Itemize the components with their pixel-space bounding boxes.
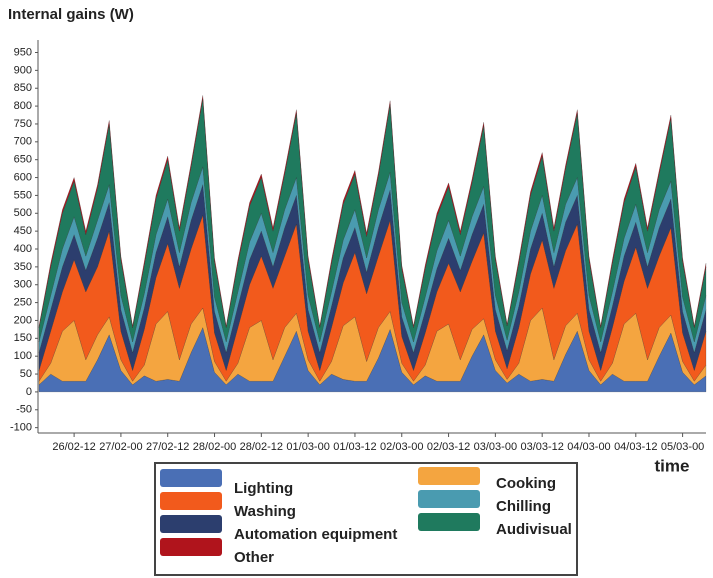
y-tick-label: 850 — [14, 82, 32, 94]
y-tick-label: 50 — [20, 368, 32, 380]
y-tick-label: 700 — [14, 136, 32, 148]
legend-label: Washing — [234, 503, 296, 520]
x-tick-label: 01/03-12 — [333, 441, 376, 453]
x-tick-label: 28/02-12 — [240, 441, 283, 453]
y-tick-label: 100 — [14, 350, 32, 362]
legend-swatch — [418, 513, 480, 531]
x-tick-label: 27/02-12 — [146, 441, 189, 453]
y-tick-label: 950 — [14, 46, 32, 58]
y-tick-label: 450 — [14, 225, 32, 237]
y-tick-label: -50 — [16, 404, 32, 416]
legend-label: Cooking — [496, 475, 556, 492]
legend-label: Audivisual — [496, 521, 572, 538]
legend-swatch — [160, 538, 222, 556]
y-tick-label: -100 — [10, 422, 32, 434]
legend-label: Automation equipment — [234, 526, 397, 543]
x-tick-label: 02/03-00 — [380, 441, 423, 453]
x-tick-label: 04/03-12 — [614, 441, 657, 453]
x-tick-label: 26/02-12 — [52, 441, 95, 453]
legend-box — [154, 462, 578, 576]
x-tick-label: 27/02-00 — [99, 441, 142, 453]
legend-label: Chilling — [496, 498, 551, 515]
y-tick-label: 600 — [14, 171, 32, 183]
legend-label: Lighting — [234, 480, 293, 497]
y-tick-label: 250 — [14, 297, 32, 309]
area — [38, 95, 707, 328]
x-tick-label: 04/03-00 — [567, 441, 610, 453]
y-tick-label: 500 — [14, 207, 32, 219]
legend-swatch — [418, 490, 480, 508]
y-tick-label: 0 — [26, 386, 32, 398]
y-tick-label: 800 — [14, 100, 32, 112]
y-tick-label: 150 — [14, 332, 32, 344]
legend-swatch — [160, 492, 222, 510]
y-tick-label: 750 — [14, 118, 32, 130]
legend-swatch — [160, 515, 222, 533]
x-tick-label: 28/02-00 — [193, 441, 236, 453]
y-tick-label: 550 — [14, 189, 32, 201]
y-tick-label: 650 — [14, 154, 32, 166]
x-tick-label: 01/03-00 — [286, 441, 329, 453]
x-tick-label: 03/03-00 — [474, 441, 517, 453]
y-tick-label: 900 — [14, 64, 32, 76]
legend-label: Other — [234, 549, 274, 566]
legend-swatch — [160, 469, 222, 487]
x-tick-label: 02/03-12 — [427, 441, 470, 453]
legend-swatch — [418, 467, 480, 485]
y-tick-label: 300 — [14, 279, 32, 291]
y-tick-label: 350 — [14, 261, 32, 273]
x-axis-label: time — [655, 456, 690, 475]
x-tick-label: 05/03-00 — [661, 441, 704, 453]
chart-title: Internal gains (W) — [8, 6, 134, 23]
y-tick-label: 200 — [14, 314, 32, 326]
y-tick-label: 400 — [14, 243, 32, 255]
x-tick-label: 03/03-12 — [520, 441, 563, 453]
